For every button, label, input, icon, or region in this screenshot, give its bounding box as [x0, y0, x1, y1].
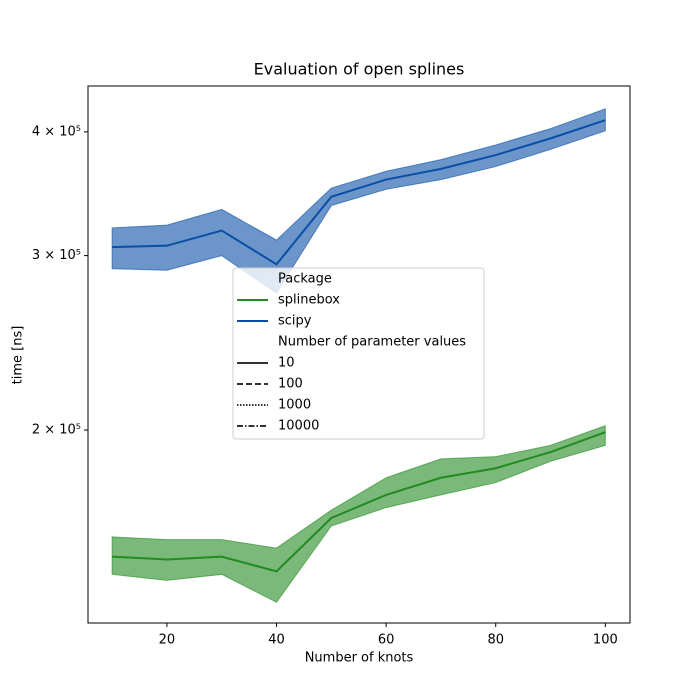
confidence-band: [111, 425, 606, 603]
legend-label: splinebox: [278, 293, 340, 308]
line: [112, 431, 606, 573]
legend-label: scipy: [278, 314, 312, 329]
x-tick-label: 100: [593, 633, 618, 648]
y-axis-label: time [ns]: [11, 326, 26, 385]
x-tick-label: 60: [378, 633, 395, 648]
x-tick-label: 80: [487, 633, 504, 648]
y-tick-label: 4 × 10⁵: [32, 124, 81, 139]
legend-label: 100: [278, 377, 303, 392]
x-tick-label: 20: [159, 633, 176, 648]
chart-title: Evaluation of open splines: [254, 60, 465, 79]
legend-title: Number of parameter values: [278, 335, 466, 350]
line: [112, 119, 606, 266]
legend-label: 10000: [278, 419, 319, 434]
legend-title: Package: [278, 272, 332, 287]
x-tick-label: 40: [268, 633, 285, 648]
confidence-band: [111, 108, 606, 294]
x-axis-label: Number of knots: [305, 651, 414, 666]
plot-frame: [87, 85, 631, 624]
y-tick-label: 2 × 10⁵: [32, 423, 81, 438]
y-tick-label: 3 × 10⁵: [32, 248, 81, 263]
legend-label: 1000: [278, 398, 311, 413]
legend: Package splinebox scipy Number of parameter…: [232, 267, 485, 440]
legend-box: [232, 267, 485, 440]
legend-label: 10: [278, 356, 295, 371]
